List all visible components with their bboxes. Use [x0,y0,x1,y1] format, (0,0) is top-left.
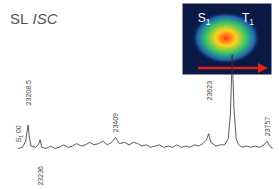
peak-label: 23236 [37,166,44,186]
peak-label: 23208.5 [25,80,32,105]
peak-label: 23623 [206,81,213,101]
inset-label: T1 [242,11,254,27]
plot-area [18,55,273,149]
peak-label: 23409 [112,113,119,133]
arrow-shaft [198,67,258,70]
inset-label: S1 [198,11,211,27]
inset-background [182,3,272,75]
chart: S1 T1 SL ISC S1 00 23208.5 23236 23409 23623 237… [0,0,279,189]
peak-label: S1 00 [15,125,24,142]
arrow-head [258,63,268,73]
peak-label: 23757 [264,117,271,137]
inset-image: S1 T1 [182,3,272,75]
title: SL ISC [10,10,58,27]
spectrum-line [18,55,273,149]
inset-blob [192,12,260,64]
